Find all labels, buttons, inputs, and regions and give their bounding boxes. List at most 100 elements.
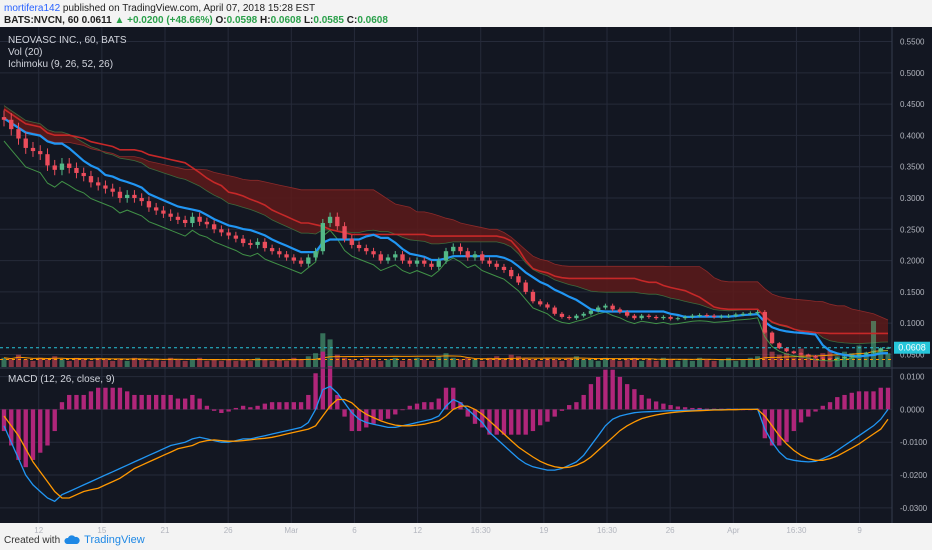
candle-body	[501, 266, 507, 270]
volume-bar	[81, 359, 87, 367]
axis-tick-label: 15	[97, 526, 106, 535]
macd-hist-bar	[878, 387, 883, 410]
volume-bar	[197, 357, 203, 367]
price-axis[interactable]: 0.0500 0.1000 0.1500 0.2000 0.2500 0.3000 0.35…	[900, 38, 925, 360]
candle-body	[117, 191, 123, 198]
macd-hist-bar	[335, 394, 340, 410]
author-link[interactable]: mortifera142	[4, 3, 61, 14]
close-value: 0.0608	[357, 15, 388, 26]
candle-body	[262, 241, 268, 249]
candle-body	[327, 216, 333, 224]
macd-hist-bar	[704, 408, 710, 410]
axis-tick-label: 16:30	[597, 526, 618, 535]
candle-body	[523, 282, 528, 292]
candle-body	[538, 301, 543, 305]
volume-bar	[559, 360, 565, 367]
candle-body	[407, 260, 412, 264]
candle-body	[139, 198, 144, 202]
candle-body	[646, 315, 652, 317]
volume-bar	[95, 357, 101, 367]
volume-bar	[298, 359, 304, 367]
macd-hist-bar	[146, 394, 152, 410]
candle-body	[653, 316, 659, 319]
candle-body	[153, 207, 159, 211]
candle-body	[784, 348, 789, 352]
candle-body	[733, 314, 739, 316]
macd-hist-bar	[871, 391, 876, 410]
macd-hist-bar	[277, 402, 282, 410]
volume-bar	[530, 359, 536, 367]
volume-bar	[878, 348, 884, 367]
macd-hist-bar	[400, 409, 405, 411]
volume-bar	[342, 357, 348, 367]
macd-hist-bar	[1, 409, 7, 432]
macd-hist-bar	[697, 407, 702, 410]
macd-hist-bar	[675, 406, 681, 410]
candle-body	[835, 358, 840, 360]
close-label: C:	[346, 15, 358, 26]
candle-body	[320, 223, 325, 252]
volume-bar	[494, 356, 500, 367]
high-label: H:	[260, 15, 271, 26]
volume-bar	[762, 330, 768, 367]
symbol-label: BATS:NVCN, 60	[4, 15, 79, 26]
candle-body	[545, 304, 550, 308]
macd-hist-bar	[269, 402, 275, 410]
candle-body	[856, 354, 862, 356]
published-text: published on TradingView.com, April 07, …	[62, 3, 316, 14]
volume-bar	[646, 359, 652, 367]
axis-tick-label: 0.0000	[900, 405, 925, 414]
macd-axis[interactable]: -0.0300 -0.0200 -0.0100 0.0000 0.0100	[900, 373, 928, 513]
candle-body	[682, 316, 688, 319]
candle-body	[211, 224, 217, 230]
candle-body	[59, 163, 65, 170]
volume-bar	[595, 360, 601, 367]
macd-hist-bar	[320, 351, 325, 410]
volume-bar	[813, 357, 819, 367]
candle-body	[595, 307, 601, 311]
candle-body	[617, 309, 623, 312]
candle-body	[762, 311, 767, 333]
footer: Created with TradingView	[4, 532, 145, 548]
chart-canvas[interactable]: 0.0500 0.1000 0.1500 0.2000 0.2500 0.3000 0.35…	[0, 27, 932, 550]
macd-hist-bar	[9, 409, 14, 446]
candle-body	[414, 260, 420, 264]
macd-hist-bar	[791, 409, 796, 432]
candle-body	[219, 229, 224, 233]
tradingview-brand[interactable]: TradingView	[84, 534, 145, 546]
macd-hist-bar	[240, 405, 246, 410]
axis-tick-label: 0.3500	[900, 163, 925, 172]
candle-body	[9, 119, 14, 130]
candle-body	[588, 310, 594, 314]
open-label: O:	[215, 15, 227, 26]
macd-hist-bar	[827, 402, 833, 410]
volume-bar	[537, 360, 543, 367]
volume-bar	[733, 360, 739, 367]
high-value: 0.0608	[270, 15, 302, 26]
volume-bar	[581, 359, 587, 367]
volume-bar	[704, 359, 710, 367]
time-axis[interactable]: 12 15 21 26 Mar 6 12 16:30 19 16:30 26 Apr 16:30 9	[34, 526, 862, 535]
volume-bar	[327, 339, 333, 367]
volume-bar	[385, 359, 391, 367]
candle-body	[197, 216, 202, 222]
candle-body	[233, 235, 239, 239]
last-price: 0.0611	[81, 15, 112, 26]
candle-body	[610, 305, 615, 310]
volume-bar	[153, 359, 159, 367]
candle-body	[574, 315, 579, 319]
tradingview-cloud-icon	[64, 535, 80, 544]
candles	[1, 110, 891, 360]
macd-hist-bar	[820, 405, 825, 410]
macd-hist-bar	[429, 402, 434, 410]
macd-hist-bar	[204, 405, 210, 410]
volume-bar	[269, 360, 275, 367]
candle-body	[168, 213, 173, 217]
signal-line	[3, 398, 889, 499]
candle-body	[603, 305, 608, 308]
macd-hist-bar	[175, 398, 181, 410]
macd-hist-bar	[190, 394, 195, 410]
volume-bar	[450, 357, 456, 367]
candle-body	[182, 219, 188, 224]
macd-hist-bar	[378, 409, 383, 421]
